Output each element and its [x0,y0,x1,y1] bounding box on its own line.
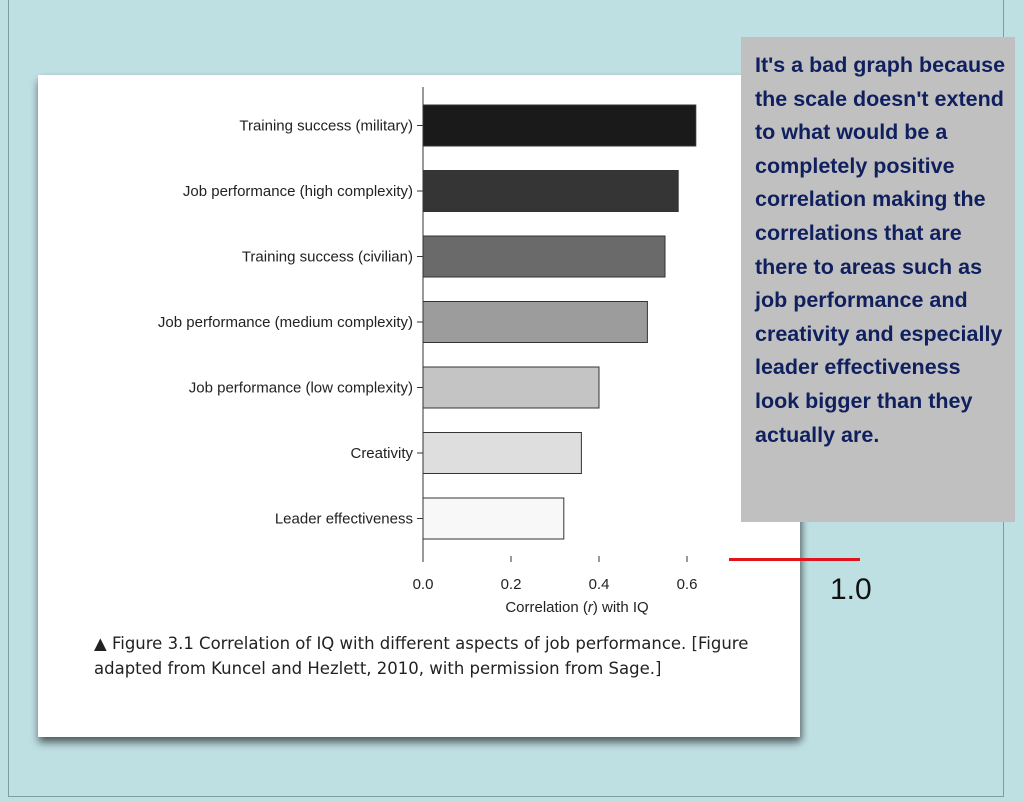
bar [422,104,697,147]
bar [422,497,565,540]
annotation-note: It's a bad graph because the scale doesn… [741,37,1015,522]
category-label: Job performance (high complexity) [183,183,413,200]
category-label: Job performance (low complexity) [189,380,413,397]
x-tick-label: 0.6 [677,576,698,593]
category-label: Creativity [350,445,413,462]
bar [422,235,666,278]
x-tick-label: 0.0 [413,576,434,593]
x-tick-label: 0.2 [501,576,522,593]
category-label: Job performance (medium complexity) [158,314,413,331]
note-text: It's a bad graph because the scale doesn… [755,53,1006,447]
bar [422,301,648,343]
bar [422,432,582,474]
full-scale-indicator-line [729,558,860,561]
category-label: Training success (military) [239,118,413,135]
full-scale-label: 1.0 [830,573,872,606]
category-label: Leader effectiveness [275,511,413,528]
caption-marker: ▲ [94,634,107,653]
x-tick-label: 0.4 [589,576,610,593]
x-axis-title: Correlation (r) with IQ [505,599,648,616]
figure-caption: ▲ Figure 3.1 Correlation of IQ with diff… [94,631,774,681]
caption-text: Figure 3.1 Correlation of IQ with differ… [94,634,749,678]
bar-chart: Training success (military) Job performan… [158,87,698,616]
category-label: Training success (civilian) [242,249,413,266]
bar [422,366,600,409]
figure-paper: Training success (military) Job performan… [38,75,800,737]
bar [422,170,679,212]
